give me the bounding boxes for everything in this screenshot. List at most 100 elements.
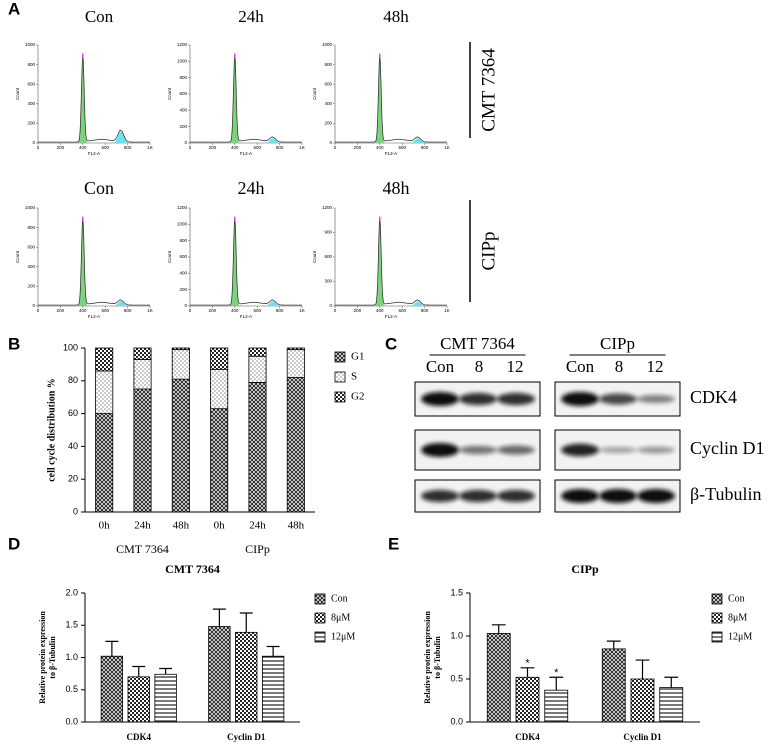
bar-segment — [171, 349, 190, 380]
x-axis-label: FL2-A — [385, 314, 397, 319]
y-tick-label: 600 — [179, 91, 187, 96]
x-tick-label: CDK4 — [127, 732, 152, 742]
y-tick-label: 400 — [27, 264, 35, 269]
legend-swatch — [314, 612, 326, 624]
chart-title: CIPp — [571, 562, 599, 576]
x-axis-label: FL2-A — [240, 314, 252, 319]
g2-area — [38, 301, 150, 306]
band — [599, 489, 637, 503]
bar — [100, 655, 124, 723]
band — [561, 392, 599, 406]
legend-swatch — [711, 612, 723, 624]
group-label: CIPp — [478, 231, 499, 270]
x-tick-label: 600 — [101, 308, 109, 313]
band — [599, 393, 637, 405]
x-tick-label: 800 — [276, 308, 284, 313]
x-tick-label: 600 — [253, 145, 261, 150]
y-axis-label: cell cycle distribution % — [46, 378, 57, 482]
y-tick-label: 600 — [324, 254, 332, 259]
x-tick-label: 200 — [57, 145, 65, 150]
bar-segment — [171, 347, 190, 351]
x-tick-label: CDK4 — [515, 732, 540, 742]
error-bar — [159, 667, 173, 675]
legend-label: S — [351, 371, 357, 383]
x-tick-label: 0 — [37, 308, 40, 313]
x-tick-label: 1K — [444, 308, 450, 313]
plot-title: 24h — [238, 7, 264, 26]
bar — [235, 631, 258, 723]
g2-area — [190, 301, 302, 306]
bar — [659, 687, 684, 723]
y-tick-label: 0 — [329, 303, 332, 308]
significance: * — [554, 667, 559, 679]
y-axis-label: Count — [167, 87, 172, 100]
y-tick-label: 400 — [179, 271, 187, 276]
panel-label: A — [8, 0, 20, 18]
x-tick-label: 800 — [421, 145, 429, 150]
y-tick-label: 1.5 — [450, 587, 463, 597]
x-tick-label: 1K — [147, 145, 153, 150]
bar — [127, 676, 150, 723]
y-tick-label: 40 — [68, 441, 78, 451]
bar-segment — [248, 355, 267, 383]
bar-segment — [171, 378, 190, 513]
group-label: CMT 7364 — [116, 542, 169, 556]
legend-label: 8μM — [728, 612, 747, 623]
x-tick-label: 200 — [209, 145, 217, 150]
legend-label: 12μM — [331, 631, 355, 642]
band — [459, 445, 497, 455]
y-tick-label: 1200 — [177, 42, 188, 47]
error-bar — [549, 676, 564, 691]
bar-segment — [210, 408, 229, 513]
bar-segment — [95, 370, 114, 414]
band — [561, 443, 599, 457]
y-tick-label: 1.0 — [65, 652, 78, 662]
legend-swatch — [334, 391, 346, 403]
y-tick-label: 900 — [324, 230, 332, 235]
legend-swatch — [314, 593, 326, 605]
error-bar — [212, 608, 226, 627]
x-tick-label: 600 — [398, 145, 406, 150]
g2-area — [190, 138, 302, 143]
bar — [515, 676, 540, 723]
bar — [261, 655, 285, 723]
y-tick-label: 0 — [184, 140, 187, 145]
bar — [154, 673, 177, 723]
x-tick-label: 800 — [124, 145, 132, 150]
bar — [630, 678, 655, 723]
chart-title: CMT 7364 — [165, 562, 220, 576]
x-tick-label: 48h — [173, 520, 190, 532]
error-bar — [491, 624, 506, 634]
y-axis-label: to β-Tubulin — [48, 636, 57, 679]
x-axis-label: FL2-A — [88, 151, 100, 156]
legend-label: Con — [331, 593, 348, 604]
g2-area — [335, 301, 447, 306]
bar — [208, 626, 231, 723]
y-tick-label: 1200 — [177, 205, 188, 210]
y-tick-label: 800 — [27, 225, 35, 230]
x-tick-label: 48h — [288, 520, 305, 532]
panel-label: C — [385, 334, 397, 353]
y-tick-label: 0.5 — [65, 684, 78, 694]
y-tick-label: 200 — [27, 121, 35, 126]
plot-title: 48h — [383, 7, 409, 26]
y-tick-label: 1.5 — [65, 620, 78, 630]
legend-swatch — [314, 631, 326, 643]
panel-label: D — [8, 534, 20, 553]
y-tick-label: 600 — [27, 244, 35, 249]
x-tick-label: 800 — [276, 145, 284, 150]
x-tick-label: 0h — [214, 520, 226, 532]
x-tick-label: 1K — [299, 308, 305, 313]
y-tick-label: 100 — [63, 342, 78, 352]
band — [637, 446, 675, 454]
g1-area — [190, 56, 302, 144]
g1-area — [38, 56, 150, 144]
y-tick-label: 200 — [179, 124, 187, 129]
x-tick-label: 0 — [37, 145, 40, 150]
y-tick-label: 0 — [184, 303, 187, 308]
y-tick-label: 600 — [27, 81, 35, 86]
x-tick-label: 24h — [249, 520, 266, 532]
blot-group-label: CIPp — [600, 334, 635, 353]
y-axis-label: Relative protein expression — [38, 611, 47, 704]
